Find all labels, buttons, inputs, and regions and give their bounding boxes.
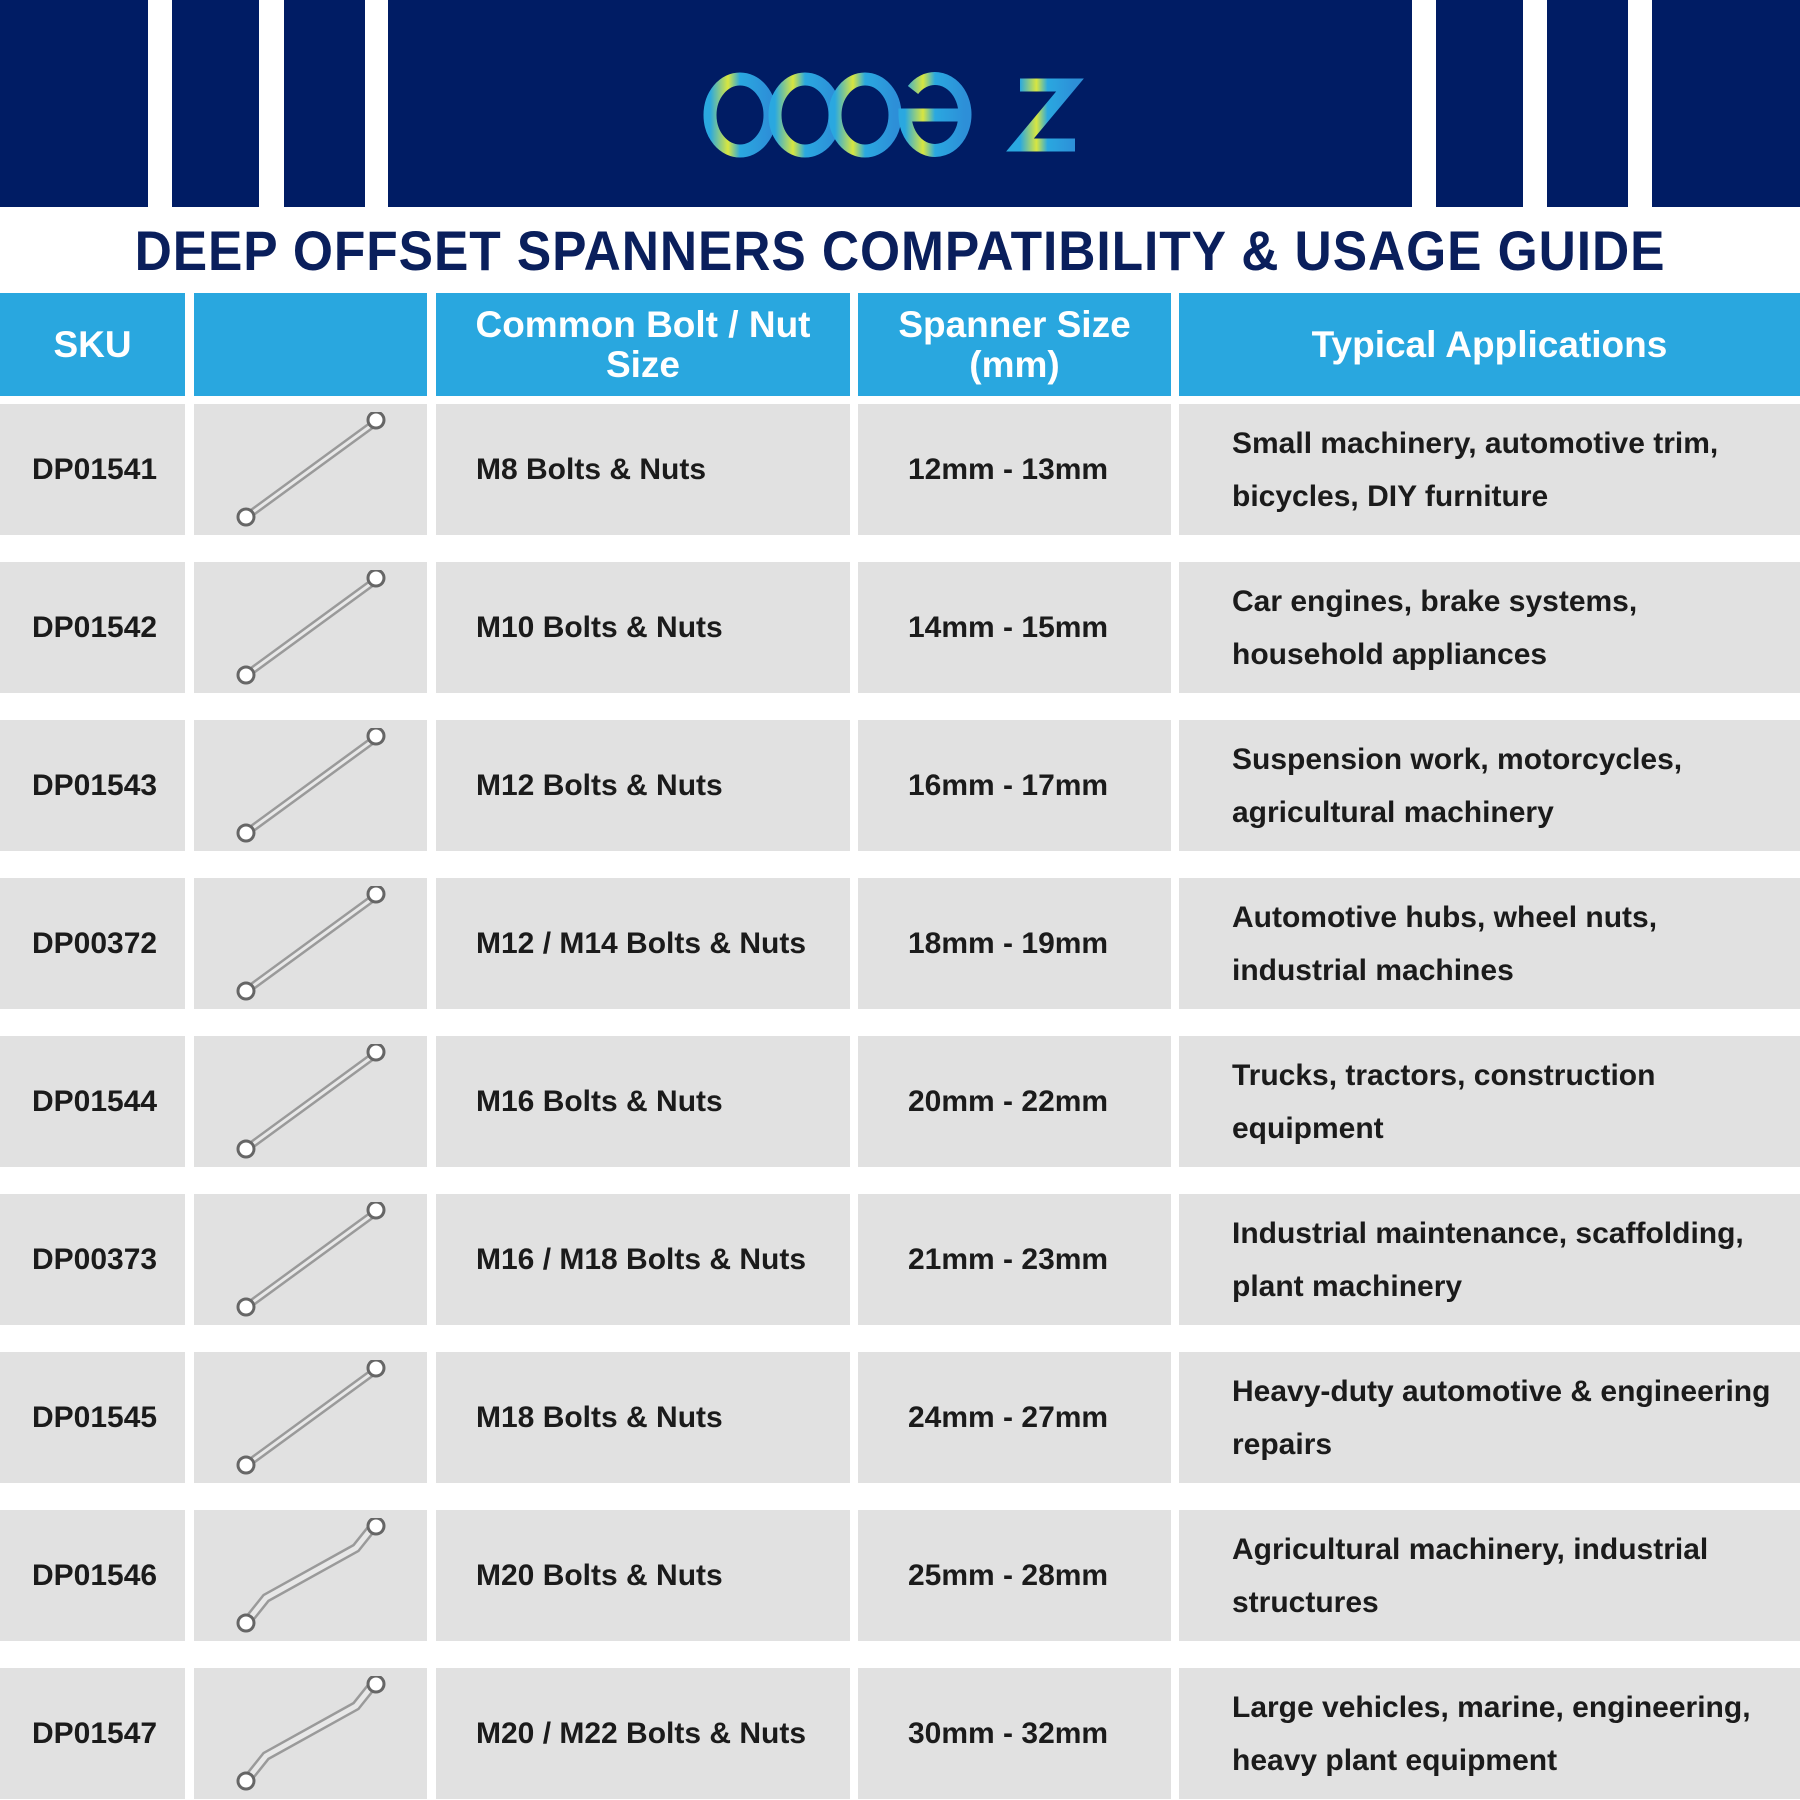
brand-banner (0, 0, 1800, 207)
spanner-image-cell (194, 1510, 427, 1641)
spanner-size-cell: 24mm - 27mm (858, 1352, 1171, 1483)
spanner-size-cell: 21mm - 23mm (858, 1194, 1171, 1325)
sku-cell: DP01547 (0, 1668, 185, 1799)
deep-offset-spanner-icon (236, 1518, 385, 1633)
applications-cell: Large vehicles, marine, engineering, hea… (1179, 1668, 1800, 1799)
header-sku: SKU (0, 293, 185, 396)
spanner-size-cell: 30mm - 32mm (858, 1668, 1171, 1799)
bolt-size-cell: M16 / M18 Bolts & Nuts (436, 1194, 850, 1325)
straight-spanner-icon (236, 1044, 385, 1159)
applications-cell: Trucks, tractors, construction equipment (1179, 1036, 1800, 1167)
straight-spanner-icon (236, 412, 385, 527)
bolt-size-cell: M12 / M14 Bolts & Nuts (436, 878, 850, 1009)
banner-stripe (1412, 0, 1436, 207)
sku-cell: DP01543 (0, 720, 185, 851)
spanner-size-cell: 18mm - 19mm (858, 878, 1171, 1009)
banner-stripe (1628, 0, 1652, 207)
spanner-image-cell (194, 1352, 427, 1483)
bolt-size-cell: M16 Bolts & Nuts (436, 1036, 850, 1167)
spanner-size-cell: 25mm - 28mm (858, 1510, 1171, 1641)
spanner-image-cell (194, 720, 427, 851)
spanner-image-cell (194, 404, 427, 535)
deep-offset-spanner-icon (236, 1676, 385, 1791)
applications-cell: Small machinery, automotive trim, bicycl… (1179, 404, 1800, 535)
bolt-size-cell: M8 Bolts & Nuts (436, 404, 850, 535)
bolt-size-cell: M10 Bolts & Nuts (436, 562, 850, 693)
spanner-image-cell (194, 878, 427, 1009)
sku-cell: DP00372 (0, 878, 185, 1009)
page-title: DEEP OFFSET SPANNERS COMPATIBILITY & USA… (134, 219, 1666, 282)
spanner-image-cell (194, 1036, 427, 1167)
banner-stripe (148, 0, 172, 207)
spanner-image-cell (194, 1668, 427, 1799)
straight-spanner-icon (236, 570, 385, 685)
bolt-size-cell: M18 Bolts & Nuts (436, 1352, 850, 1483)
header-image (194, 293, 427, 396)
applications-cell: Industrial maintenance, scaffolding, pla… (1179, 1194, 1800, 1325)
header-applications: Typical Applications (1179, 293, 1800, 396)
spanner-image-cell (194, 1194, 427, 1325)
straight-spanner-icon (236, 886, 385, 1001)
spanner-size-cell: 16mm - 17mm (858, 720, 1171, 851)
applications-cell: Automotive hubs, wheel nuts, industrial … (1179, 878, 1800, 1009)
bolt-size-cell: M20 / M22 Bolts & Nuts (436, 1668, 850, 1799)
spanner-size-cell: 20mm - 22mm (858, 1036, 1171, 1167)
sku-cell: DP01541 (0, 404, 185, 535)
dopetz-logo (703, 35, 1084, 180)
spanner-size-cell: 12mm - 13mm (858, 404, 1171, 535)
straight-spanner-icon (236, 728, 385, 843)
bolt-size-cell: M12 Bolts & Nuts (436, 720, 850, 851)
sku-cell: DP01544 (0, 1036, 185, 1167)
banner-stripe (1523, 0, 1547, 207)
applications-cell: Car engines, brake systems, household ap… (1179, 562, 1800, 693)
bolt-size-cell: M20 Bolts & Nuts (436, 1510, 850, 1641)
banner-stripe (259, 0, 284, 207)
banner-stripe (365, 0, 388, 207)
sku-cell: DP01545 (0, 1352, 185, 1483)
applications-cell: Suspension work, motorcycles, agricultur… (1179, 720, 1800, 851)
applications-cell: Heavy-duty automotive & engineering repa… (1179, 1352, 1800, 1483)
sku-cell: DP01546 (0, 1510, 185, 1641)
sku-cell: DP00373 (0, 1194, 185, 1325)
sku-cell: DP01542 (0, 562, 185, 693)
header-bolt-size: Common Bolt / Nut Size (436, 293, 850, 396)
spanner-image-cell (194, 562, 427, 693)
spanner-size-cell: 14mm - 15mm (858, 562, 1171, 693)
straight-spanner-icon (236, 1202, 385, 1317)
applications-cell: Agricultural machinery, industrial struc… (1179, 1510, 1800, 1641)
straight-spanner-icon (236, 1360, 385, 1475)
header-spanner-size: Spanner Size (mm) (858, 293, 1171, 396)
